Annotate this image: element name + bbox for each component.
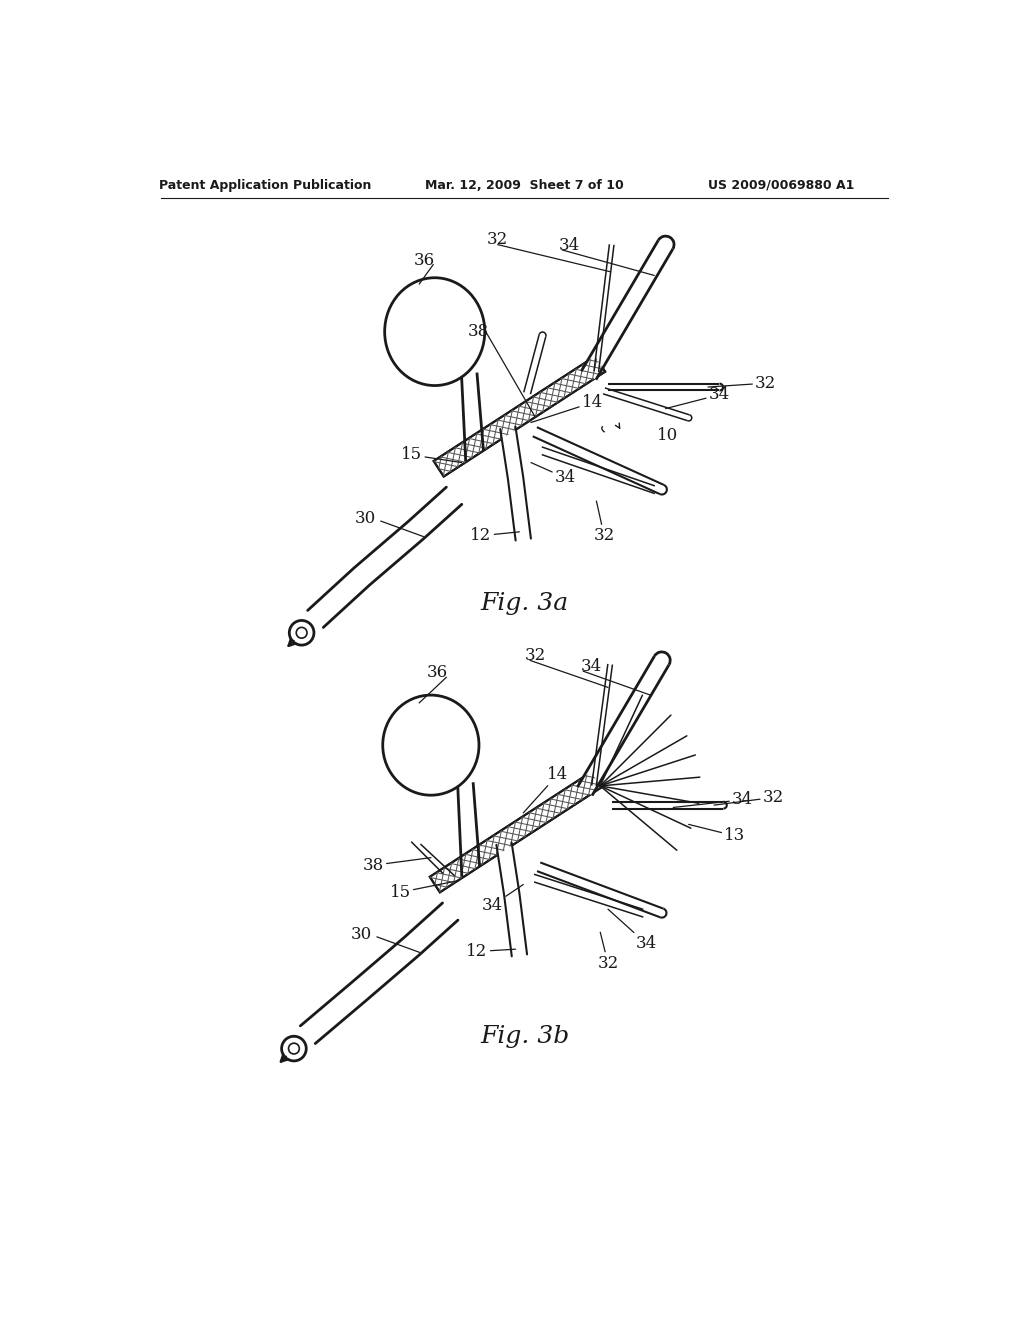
Polygon shape <box>433 356 605 477</box>
Polygon shape <box>532 428 664 494</box>
Circle shape <box>282 1036 306 1061</box>
Text: 34: 34 <box>608 909 657 952</box>
Text: 34: 34 <box>666 387 730 409</box>
Ellipse shape <box>385 277 484 385</box>
Text: 38: 38 <box>468 323 489 341</box>
Text: 32: 32 <box>487 231 509 248</box>
Text: 34: 34 <box>581 659 602 675</box>
Text: Patent Application Publication: Patent Application Publication <box>159 178 372 191</box>
Polygon shape <box>430 772 601 892</box>
Text: Fig. 3a: Fig. 3a <box>480 591 569 615</box>
Polygon shape <box>537 862 664 917</box>
Polygon shape <box>501 426 530 540</box>
Polygon shape <box>582 240 673 380</box>
Circle shape <box>290 620 314 645</box>
Text: 36: 36 <box>414 252 435 269</box>
Polygon shape <box>603 388 689 421</box>
Text: 34: 34 <box>674 791 754 808</box>
Text: 36: 36 <box>427 664 449 681</box>
Text: 14: 14 <box>531 393 603 422</box>
Text: 15: 15 <box>401 446 462 463</box>
Polygon shape <box>523 334 546 395</box>
Text: Mar. 12, 2009  Sheet 7 of 10: Mar. 12, 2009 Sheet 7 of 10 <box>425 178 625 191</box>
Text: 30: 30 <box>355 511 376 527</box>
Text: 30: 30 <box>351 927 373 942</box>
Text: 32: 32 <box>597 932 618 972</box>
Ellipse shape <box>383 696 479 795</box>
Text: US 2009/0069880 A1: US 2009/0069880 A1 <box>708 178 854 191</box>
Polygon shape <box>608 384 720 391</box>
Polygon shape <box>497 842 527 956</box>
Text: 34: 34 <box>482 884 523 913</box>
Text: 32: 32 <box>525 647 546 664</box>
Text: 12: 12 <box>470 527 519 544</box>
Text: 14: 14 <box>523 766 568 813</box>
Text: Fig. 3b: Fig. 3b <box>480 1024 569 1048</box>
Circle shape <box>289 1043 299 1053</box>
Text: 34: 34 <box>559 236 580 253</box>
Polygon shape <box>611 801 723 809</box>
Text: 10: 10 <box>656 428 678 444</box>
Polygon shape <box>594 244 614 372</box>
Polygon shape <box>578 656 669 796</box>
Text: 34: 34 <box>531 462 577 487</box>
Text: 12: 12 <box>467 942 515 960</box>
Polygon shape <box>300 903 458 1044</box>
Polygon shape <box>592 664 612 787</box>
Circle shape <box>296 627 307 638</box>
Text: 32: 32 <box>714 789 784 807</box>
Text: 32: 32 <box>594 502 614 544</box>
Polygon shape <box>307 487 462 627</box>
Text: 13: 13 <box>689 825 745 845</box>
Text: 32: 32 <box>708 375 776 392</box>
Text: 15: 15 <box>389 880 458 900</box>
Text: 38: 38 <box>362 857 431 874</box>
